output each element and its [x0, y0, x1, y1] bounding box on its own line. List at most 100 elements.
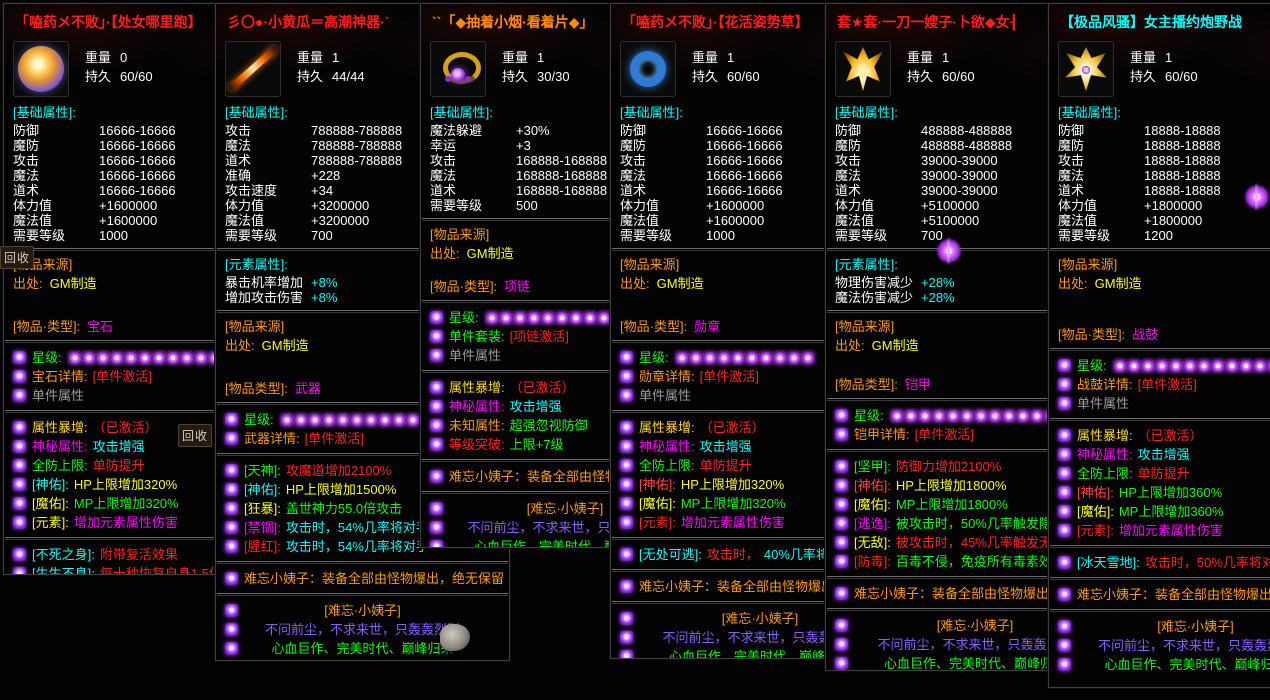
info-row: 出处: GM制造: [216, 337, 509, 354]
info-row: 出处: GM制造: [826, 337, 1124, 354]
attribute-row: 神秘属性: 攻击增强: [611, 437, 909, 456]
flavor-row: [难忘·小姨子]: [826, 616, 1124, 635]
star-gem-icon: [96, 351, 109, 364]
gem-bullet-icon: [225, 432, 238, 445]
weight-row: 重量 1: [297, 48, 365, 67]
text-label: [基础属性]:: [13, 104, 76, 120]
attribute-text: 附带复活效果: [99, 546, 178, 562]
stat-label: 魔法: [225, 137, 252, 153]
stat-label: 准确: [225, 167, 252, 183]
gem-bullet-icon: [1058, 467, 1071, 480]
attribute-row: 单件属性: [421, 346, 709, 365]
text-label: [元素属性]:: [835, 256, 898, 272]
attribute-row: 神秘属性: 攻击增强: [421, 397, 709, 416]
attribute-text: MP上限增加1800%: [895, 496, 1008, 512]
gem-bullet-icon: [835, 587, 848, 600]
attribute-row: 武器详情: [单件激活]: [216, 429, 509, 448]
star-gem-icon: [378, 413, 391, 426]
star-gem-icon: [1113, 359, 1126, 372]
attribute-text: [禁锢]:: [244, 519, 281, 535]
stat-value: 488888-488888: [921, 122, 1013, 138]
gem-bullet-icon: [620, 548, 633, 561]
star-gem-icon: [322, 413, 335, 426]
attribute-text: [元素]:: [639, 514, 676, 530]
stat-label: 魔法躲避: [430, 122, 483, 138]
stat-label: 幸运: [430, 137, 457, 153]
stat-row: 需要等级 500: [421, 198, 709, 213]
text-label: [基础属性]:: [225, 104, 288, 120]
star-icons: [68, 351, 237, 364]
attribute-text: 神秘属性:: [449, 398, 505, 414]
star-gem-icon: [110, 351, 123, 364]
attribute-text: 攻击增强: [509, 398, 562, 414]
star-gem-icon: [350, 413, 363, 426]
stat-row: 攻击 788888-788888: [216, 123, 509, 138]
gem-bullet-icon: [620, 459, 633, 472]
attribute-text: 神秘属性:: [32, 438, 88, 454]
durability-value: 30/30: [537, 69, 570, 84]
stat-row: 魔法 18888-18888: [1049, 168, 1270, 183]
stat-value: +28%: [921, 289, 955, 305]
section-divider: [422, 300, 708, 303]
flavor-text: 不问前尘，不求来世，只轰轰烈烈: [877, 636, 1073, 652]
attribute-text: 盖世神力55.0倍攻击: [285, 500, 403, 516]
attribute-row: 难忘小姨子：装备全部由怪物爆出，绝无保留: [1049, 585, 1270, 604]
star-gem-icon: [703, 351, 716, 364]
star-gem-icon: [1253, 359, 1266, 372]
attribute-row: [坚甲]: 防御力增加2100%: [826, 457, 1124, 476]
attribute-text: 单件套装:: [449, 328, 505, 344]
stat-row: 准确 +228: [216, 168, 509, 183]
stat-row: 魔防 18888-18888: [1049, 138, 1270, 153]
attribute-text: （已激活）: [1137, 427, 1203, 443]
star-rating-label: 星级:: [1077, 357, 1107, 373]
star-gem-icon: [918, 409, 931, 422]
item-icon-frame: [430, 41, 486, 97]
stat-row: 物理伤害减少 +28%: [826, 275, 1124, 290]
stat-row: 体力值 +1800000: [1049, 198, 1270, 213]
gem-bullet-icon: [13, 478, 26, 491]
gold-statue-icon: [843, 47, 883, 91]
flavor-row: [难忘·小姨子]: [1049, 617, 1270, 636]
section-divider: [217, 561, 508, 564]
attribute-text: 防御力增加2100%: [895, 458, 1002, 474]
spacer: [1049, 293, 1270, 325]
info-row: 出处: GM制造: [421, 245, 709, 262]
attribute-row: 属性暴增: （已激活）: [1049, 426, 1270, 445]
star-icons: [280, 413, 449, 426]
attribute-row: [逃逸]: 被攻击时，50%几率触发隐身: [826, 514, 1124, 533]
attribute-row: 铠甲详情: [单件激活]: [826, 425, 1124, 444]
star-gem-icon: [1239, 359, 1252, 372]
gem-bullet-icon: [620, 650, 633, 658]
section-divider: [827, 398, 1123, 401]
attribute-row: [神佑]: HP上限增加1500%: [216, 480, 509, 499]
attribute-text: [单件激活]: [92, 368, 152, 384]
star-gem-icon: [890, 409, 903, 422]
stat-row: 幸运 +3: [421, 138, 709, 153]
flavor-row: [难忘·小姨子]: [421, 499, 709, 518]
info-value: GM制造: [656, 275, 704, 291]
text-label: [基础属性]:: [620, 104, 683, 120]
gem-bullet-icon: [835, 619, 848, 632]
stat-row: 防御 18888-18888: [1049, 123, 1270, 138]
stat-row: 魔法值 +1600000: [611, 213, 909, 228]
stat-row: 魔法 16666-16666: [4, 168, 302, 183]
star-rating-label: 星级:: [639, 349, 669, 365]
attribute-row: 属性暴增: （已激活）: [421, 378, 709, 397]
flavor-text: [难忘·小姨子]: [936, 617, 1014, 633]
weight-row: 重量 1: [692, 48, 760, 67]
stat-row: 魔法值 +1800000: [1049, 213, 1270, 228]
stat-value: 18888-18888: [1144, 152, 1221, 168]
star-gem-icon: [717, 351, 730, 364]
stat-label: 魔防: [835, 137, 862, 153]
star-gem-icon: [541, 311, 554, 324]
gem-bullet-icon: [13, 421, 26, 434]
section-divider: [827, 449, 1123, 452]
panel-blocks: [基础属性]: 防御 488888-488888 魔防 488888-488888 攻击 3…: [826, 104, 1124, 670]
section-divider: [827, 248, 1123, 251]
flavor-text: 心血巨作、完美时代、巅峰归来: [1104, 656, 1270, 672]
stat-row: 道术 788888-788888: [216, 153, 509, 168]
ore-drop-icon: [440, 624, 470, 651]
stat-value: 39000-39000: [921, 182, 998, 198]
stat-value: 18888-18888: [1144, 182, 1221, 198]
stat-value: 788888-788888: [311, 122, 403, 138]
